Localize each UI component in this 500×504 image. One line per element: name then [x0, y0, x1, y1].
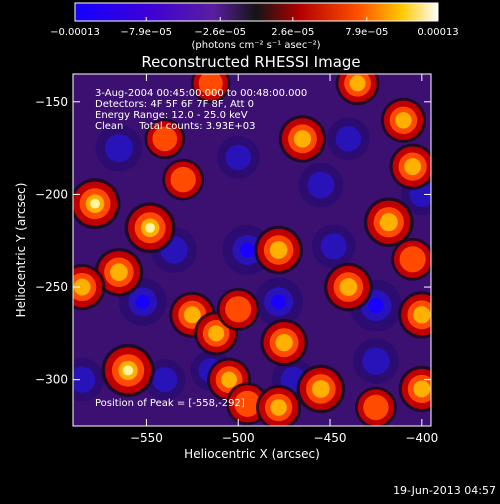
- colorbar-tick-label: −7.9e−05: [120, 27, 172, 38]
- hot-region-core: [122, 365, 134, 376]
- hot-region-mid: [399, 246, 426, 273]
- annotation-energy-range: Energy Range: 12.0 - 25.0 keV: [95, 110, 248, 121]
- hot-region-core: [145, 222, 155, 233]
- hot-region-mid: [234, 390, 261, 417]
- cold-region-core: [225, 144, 252, 171]
- hot-region-inner: [208, 325, 225, 342]
- hot-region-inner: [73, 278, 91, 296]
- hot-region-inner: [275, 333, 293, 352]
- colorbar-tick-label: −2.6e−05: [194, 27, 246, 38]
- timestamp: 19-Jun-2013 04:57: [393, 484, 496, 497]
- x-tick-label: −400: [405, 431, 438, 445]
- cold-region-core: [152, 367, 178, 393]
- hot-region-inner: [395, 112, 412, 129]
- cold-region-core: [307, 171, 335, 199]
- x-tick-label: −500: [222, 431, 255, 445]
- cold-region-peak: [239, 242, 255, 258]
- hot-region-mid: [152, 126, 178, 152]
- colorbar: [74, 2, 439, 22]
- hot-region-inner: [413, 306, 431, 324]
- cold-region-core: [73, 366, 96, 393]
- y-axis-ticks: −150 −200 −250 −300: [35, 95, 431, 387]
- hot-region-inner: [349, 75, 366, 92]
- hot-region-inner: [221, 371, 238, 388]
- hot-region-mid: [363, 394, 389, 421]
- hot-region-inner: [183, 306, 201, 324]
- hot-region-inner: [293, 130, 312, 148]
- colorbar-tick-label: −0.00013: [50, 27, 100, 38]
- cold-region-core: [335, 126, 362, 152]
- colorbar-unit-label: (photons cm⁻² s⁻¹ asec⁻²): [191, 40, 320, 51]
- hot-region-inner: [379, 213, 398, 232]
- x-tick-label: −550: [130, 431, 163, 445]
- hot-region-mid: [198, 74, 223, 96]
- x-axis-label: Heliocentric X (arcsec): [184, 447, 320, 461]
- chart-title: Reconstructed RHESSI Image: [141, 53, 360, 71]
- plot-frame: [72, 73, 432, 427]
- hot-region-inner: [269, 241, 288, 259]
- cold-region-core: [104, 134, 133, 163]
- annotation-counts: Clean Total counts: 3.93E+03: [95, 121, 256, 132]
- hot-region-inner: [404, 158, 422, 176]
- hot-region-inner: [311, 380, 330, 398]
- y-tick-label: −250: [35, 280, 68, 294]
- hot-region-mid: [225, 296, 252, 323]
- cold-region-peak: [368, 297, 384, 314]
- cold-region-core: [362, 347, 390, 375]
- cold-region-peak: [135, 294, 150, 310]
- colorbar-ticks: −0.00013 −7.9e−05 −2.6e−05 2.6e−05 7.9e−05 0.…: [50, 17, 459, 38]
- colorbar-tick-label: 0.00013: [417, 27, 458, 38]
- y-tick-label: −150: [35, 95, 68, 109]
- colorbar-tick-label: 7.9e−05: [345, 27, 388, 38]
- cold-region-core: [320, 233, 347, 260]
- colorbar-tick-label: 2.6e−05: [271, 27, 314, 38]
- y-tick-label: −300: [35, 373, 68, 387]
- image-blobs: [73, 74, 431, 426]
- hot-region-inner: [110, 263, 128, 282]
- annotation-time-range: 3-Aug-2004 00:45:00.000 to 00:48:00.000: [95, 88, 308, 99]
- hot-region-core: [90, 198, 100, 209]
- hot-region-inner: [339, 278, 358, 296]
- hot-region-inner: [270, 399, 287, 416]
- x-axis-ticks: −550 −500 −450 −400: [130, 74, 438, 445]
- y-tick-label: −200: [35, 187, 68, 201]
- hot-region-mid: [170, 166, 196, 193]
- hot-region-inner: [413, 380, 431, 398]
- peak-position-label: Position of Peak = [-558,-292]: [95, 398, 245, 409]
- annotation-detectors: Detectors: 4F 5F 6F 7F 8F, Att 0: [95, 99, 255, 110]
- y-axis-label: Heliocentric Y (arcsec): [14, 183, 28, 318]
- cold-region-peak: [271, 294, 286, 310]
- x-tick-label: −450: [314, 431, 347, 445]
